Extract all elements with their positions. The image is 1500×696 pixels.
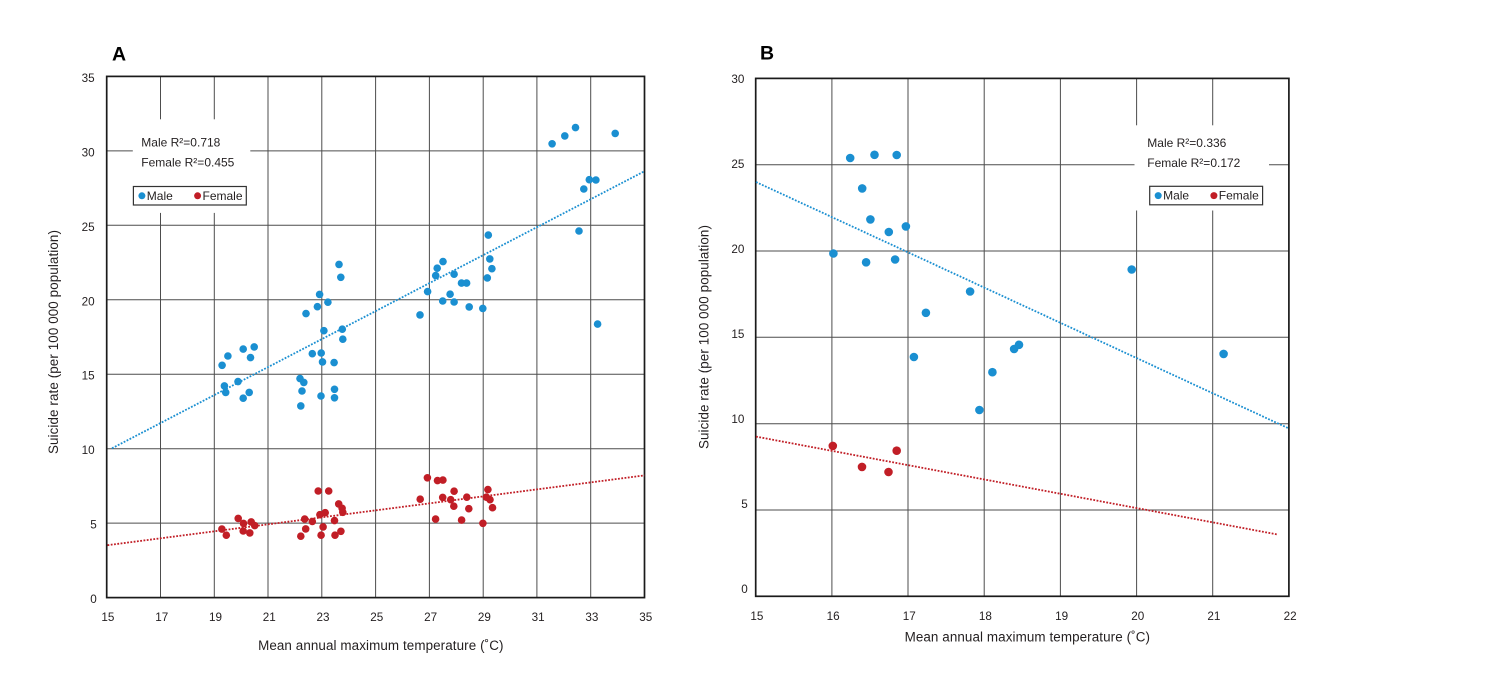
svg-text:Male R²=0.718: Male R²=0.718 bbox=[141, 136, 220, 150]
svg-text:29: 29 bbox=[478, 611, 491, 624]
svg-text:Male: Male bbox=[147, 189, 173, 203]
svg-text:31: 31 bbox=[532, 611, 545, 624]
svg-text:0: 0 bbox=[90, 593, 97, 606]
svg-text:10: 10 bbox=[82, 444, 96, 457]
svg-text:Female: Female bbox=[1219, 189, 1259, 203]
svg-text:19: 19 bbox=[1055, 610, 1068, 623]
svg-text:5: 5 bbox=[90, 519, 97, 532]
svg-text:27: 27 bbox=[424, 611, 437, 624]
svg-text:A: A bbox=[112, 43, 126, 65]
svg-text:17: 17 bbox=[903, 610, 916, 623]
svg-text:Male: Male bbox=[1163, 189, 1189, 203]
svg-text:Female R²=0.172: Female R²=0.172 bbox=[1147, 156, 1240, 170]
svg-text:21: 21 bbox=[263, 611, 276, 624]
svg-text:0: 0 bbox=[741, 583, 748, 596]
svg-text:20: 20 bbox=[1131, 610, 1145, 623]
svg-text:30: 30 bbox=[82, 146, 96, 159]
svg-text:Mean annual maximum temperatur: Mean annual maximum temperature (˚C) bbox=[258, 638, 503, 653]
svg-text:35: 35 bbox=[639, 611, 653, 624]
svg-text:18: 18 bbox=[979, 610, 992, 623]
svg-text:Male R²=0.336: Male R²=0.336 bbox=[1147, 136, 1226, 150]
svg-text:22: 22 bbox=[1284, 610, 1297, 623]
svg-text:10: 10 bbox=[731, 413, 745, 426]
svg-text:Female R²=0.455: Female R²=0.455 bbox=[141, 155, 234, 169]
svg-text:16: 16 bbox=[827, 610, 840, 623]
svg-text:15: 15 bbox=[731, 328, 745, 341]
svg-text:15: 15 bbox=[750, 610, 764, 623]
svg-text:20: 20 bbox=[82, 295, 96, 308]
svg-text:25: 25 bbox=[731, 158, 745, 171]
svg-text:19: 19 bbox=[209, 611, 222, 624]
svg-text:23: 23 bbox=[316, 611, 329, 624]
svg-text:20: 20 bbox=[731, 243, 745, 256]
svg-text:17: 17 bbox=[155, 611, 168, 624]
svg-text:B: B bbox=[760, 43, 774, 65]
svg-text:35: 35 bbox=[82, 72, 96, 85]
svg-text:Mean annual maximum temperatur: Mean annual maximum temperature (˚C) bbox=[905, 630, 1150, 645]
svg-text:Suicide rate (per 100 000 popu: Suicide rate (per 100 000 population) bbox=[697, 225, 712, 449]
svg-text:30: 30 bbox=[731, 73, 745, 86]
svg-text:21: 21 bbox=[1207, 610, 1220, 623]
svg-text:25: 25 bbox=[370, 611, 384, 624]
svg-text:15: 15 bbox=[82, 370, 96, 383]
svg-text:25: 25 bbox=[82, 221, 96, 234]
svg-text:5: 5 bbox=[741, 498, 748, 511]
svg-text:15: 15 bbox=[101, 611, 115, 624]
svg-text:Female: Female bbox=[203, 189, 243, 203]
svg-text:33: 33 bbox=[585, 611, 598, 624]
svg-text:Suicide rate (per 100 000 popu: Suicide rate (per 100 000 population) bbox=[46, 230, 61, 454]
